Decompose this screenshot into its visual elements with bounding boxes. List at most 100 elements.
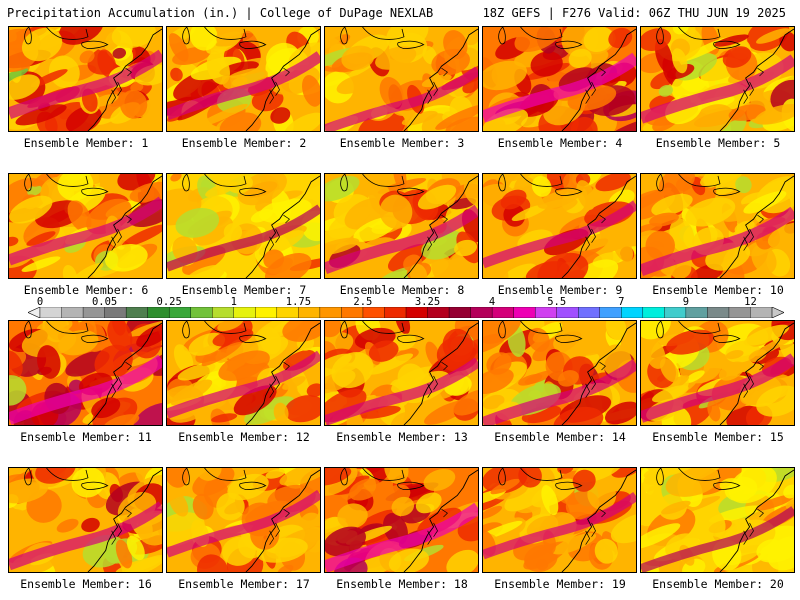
precip-contour-blob — [571, 231, 622, 252]
heavy-precip-band — [167, 204, 320, 272]
precip-contour-blob — [641, 174, 650, 192]
ensemble-member-map[interactable] — [324, 467, 479, 573]
precip-contour-blob — [425, 341, 441, 368]
precip-contour-blob — [496, 174, 534, 183]
ensemble-member-map[interactable] — [324, 26, 479, 132]
precip-contour-blob — [21, 256, 61, 272]
precip-contour-blob — [284, 395, 320, 423]
precip-contour-blob — [58, 27, 104, 45]
precip-contour-blob — [665, 468, 720, 497]
colorbar-segment — [212, 307, 235, 318]
precip-contour-blob — [129, 181, 162, 203]
ensemble-member-label: Ensemble Member: 8 — [339, 283, 465, 297]
ensemble-member-map[interactable] — [482, 26, 637, 132]
precip-contour-blob — [81, 517, 100, 533]
precip-contour-blob — [103, 414, 140, 425]
ensemble-member-map[interactable] — [482, 320, 637, 426]
precip-contour-blob — [384, 468, 409, 484]
precip-map-svg — [641, 468, 794, 572]
precip-contour-blob — [9, 509, 30, 534]
ensemble-member-map[interactable] — [640, 173, 795, 279]
ensemble-member-map[interactable] — [8, 173, 163, 279]
east-coast-outline — [561, 28, 636, 131]
ensemble-member-map[interactable] — [166, 320, 321, 426]
great-lakes-outline — [340, 27, 348, 45]
ensemble-member-map[interactable] — [640, 320, 795, 426]
precip-map-svg — [9, 321, 162, 425]
ensemble-member-label: Ensemble Member: 6 — [23, 283, 149, 297]
great-lakes-outline — [656, 468, 664, 486]
colorbar-tick-label: 0.05 — [91, 296, 118, 308]
ensemble-member-map[interactable] — [166, 173, 321, 279]
great-lakes-outline — [520, 321, 563, 334]
precip-contour-blob — [217, 321, 244, 332]
great-lakes-outline — [340, 468, 348, 486]
great-lakes-outline — [362, 321, 405, 334]
precip-contour-blob — [468, 477, 478, 493]
ensemble-member-map[interactable] — [482, 467, 637, 573]
precip-contour-blob — [379, 76, 404, 108]
precip-contour-blob — [277, 564, 294, 572]
chesapeake-bay-outline — [585, 214, 606, 251]
colorbar-max-arrow — [771, 307, 784, 318]
ensemble-member-map[interactable] — [8, 26, 163, 132]
colorbar-segment — [578, 307, 601, 318]
colorbar-segment — [384, 307, 407, 318]
precip-contour-blob — [553, 406, 604, 425]
precip-contour-blob — [751, 244, 777, 274]
precip-contour-blob — [557, 468, 574, 474]
precip-contour-blob — [725, 350, 744, 360]
precip-contour-blob — [658, 85, 673, 97]
precip-contour-blob — [584, 201, 634, 227]
colorbar-min-arrow — [28, 307, 41, 318]
chesapeake-bay-outline — [427, 361, 448, 398]
colorbar-segment — [728, 307, 751, 318]
ensemble-member-label: Ensemble Member: 14 — [494, 430, 626, 444]
precip-contour-blob — [490, 478, 520, 495]
precip-map-svg — [483, 27, 636, 131]
east-coast-outline — [245, 322, 320, 425]
great-lakes-outline — [204, 321, 247, 334]
precip-contour-blob — [172, 46, 212, 65]
ensemble-member-map[interactable] — [8, 467, 163, 573]
precip-map-svg — [325, 27, 478, 131]
precip-contour-blob — [302, 75, 320, 107]
precip-contour-blob — [359, 405, 401, 419]
colorbar-segment — [61, 307, 84, 318]
precip-contour-blob — [393, 333, 416, 351]
precip-contour-blob — [9, 350, 23, 380]
ensemble-member-map[interactable] — [8, 320, 163, 426]
ensemble-member-map[interactable] — [482, 173, 637, 279]
ensemble-member-map[interactable] — [324, 173, 479, 279]
precip-contour-blob — [666, 329, 714, 355]
precip-contour-blob — [273, 402, 289, 423]
colorbar-segment — [104, 307, 127, 318]
chesapeake-bay-outline — [585, 508, 606, 545]
precip-contour-blob — [743, 324, 790, 346]
ensemble-member-map[interactable] — [640, 26, 795, 132]
ensemble-member-label: Ensemble Member: 16 — [20, 577, 152, 591]
precip-contour-blob — [175, 207, 220, 238]
colorbar-segment — [319, 307, 342, 318]
colorbar-segment — [298, 307, 321, 318]
ensemble-member-map[interactable] — [640, 467, 795, 573]
east-coast-outline — [561, 175, 636, 278]
chesapeake-bay-outline — [743, 361, 764, 398]
precip-contour-blob — [136, 324, 162, 348]
colorbar-segment — [82, 307, 106, 318]
precip-contour-blob — [409, 263, 428, 278]
ensemble-member-map[interactable] — [166, 26, 321, 132]
precip-contour-blob — [197, 554, 229, 572]
precip-contour-blob — [661, 500, 691, 515]
precip-contour-blob — [608, 27, 633, 49]
chesapeake-bay-outline — [269, 214, 290, 251]
ensemble-member-map[interactable] — [166, 467, 321, 573]
precip-contour-blob — [110, 269, 135, 278]
great-lakes-outline — [182, 321, 190, 339]
ensemble-member-map[interactable] — [324, 320, 479, 426]
great-lakes-outline — [656, 27, 664, 45]
heavy-precip-band — [483, 492, 636, 560]
colorbar-tick-label: 5.5 — [547, 296, 567, 308]
great-lakes-outline — [520, 174, 563, 187]
great-lakes-outline — [520, 27, 563, 40]
